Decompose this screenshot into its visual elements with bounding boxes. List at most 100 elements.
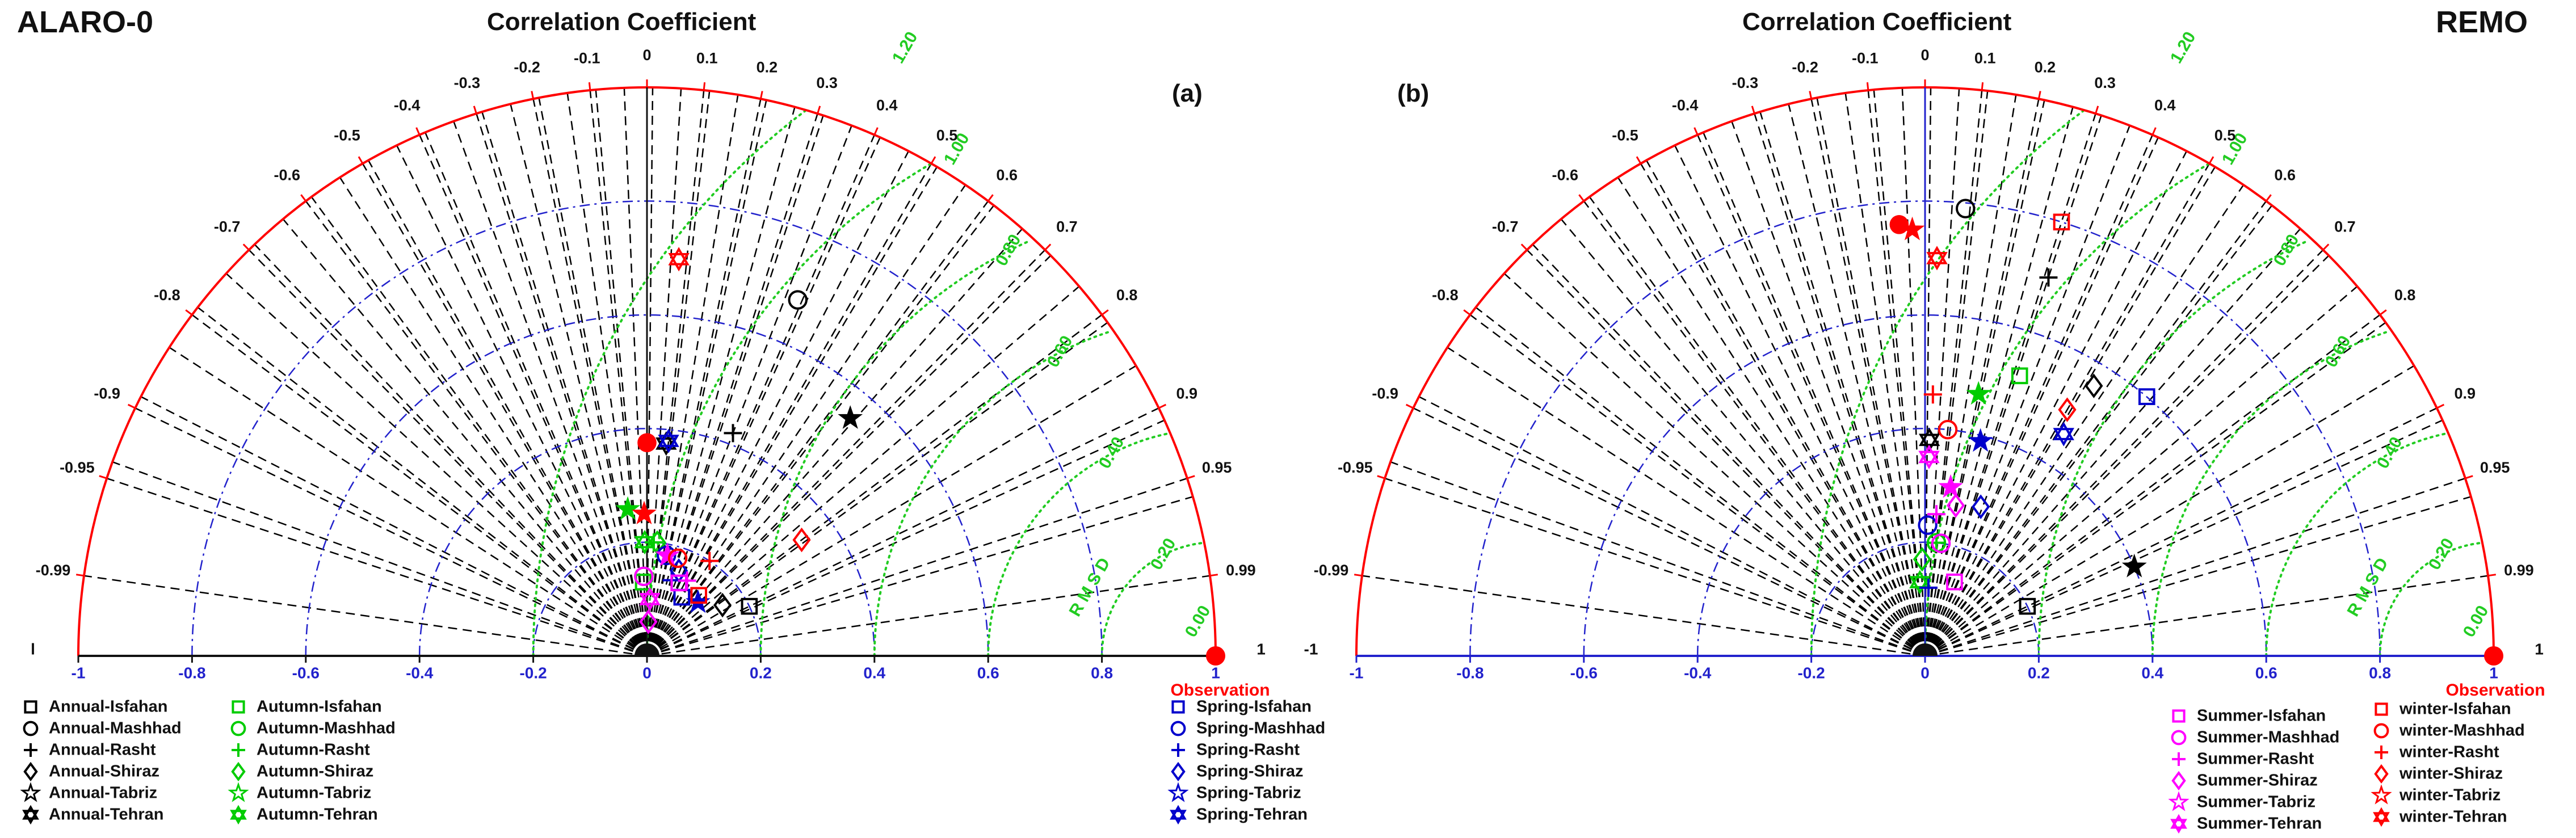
marker-hexagram-up bbox=[1170, 805, 1187, 820]
point-winter-rasht bbox=[700, 551, 719, 570]
corr-tick-label: -0.9 bbox=[94, 385, 120, 402]
marker-plus bbox=[1919, 578, 1938, 597]
corr-tick-label: 0.8 bbox=[1116, 287, 1138, 304]
marker-square bbox=[1946, 573, 1963, 591]
legend-marker bbox=[24, 700, 37, 714]
correlation-spoke bbox=[1924, 365, 2415, 657]
correlation-spoke bbox=[1924, 163, 2211, 656]
point-winter-rasht bbox=[1923, 385, 1942, 404]
corr-tick bbox=[1463, 309, 1471, 315]
corr-tick bbox=[1158, 403, 1167, 409]
corr-tick bbox=[930, 156, 936, 164]
marker-square bbox=[2172, 709, 2186, 723]
marker-circle bbox=[23, 721, 39, 736]
end-label-right: 1 bbox=[2535, 640, 2544, 658]
point-autumn-shiraz bbox=[1913, 546, 1931, 572]
marker-hexagram-up bbox=[634, 530, 655, 549]
x-tick-label: 0.4 bbox=[2141, 664, 2163, 681]
corr-tick-label: -0.1 bbox=[1852, 49, 1879, 66]
legend-label: Annual-Isfahan bbox=[49, 698, 167, 716]
legend-marker bbox=[23, 761, 38, 782]
correlation-spoke bbox=[254, 243, 648, 656]
x-tick-label: 0 bbox=[642, 664, 652, 681]
correlation-spoke bbox=[1844, 92, 1926, 656]
marker-plus bbox=[2172, 752, 2186, 766]
correlation-spoke bbox=[1475, 306, 1926, 656]
x-tick-label: -0.4 bbox=[1684, 664, 1712, 681]
rmsd-label: 1.20 bbox=[2167, 28, 2200, 66]
corr-tick bbox=[300, 194, 306, 202]
corr-tick-label: 0.1 bbox=[696, 49, 718, 66]
corr-tick-label: -0.7 bbox=[1492, 218, 1519, 235]
marker-circle bbox=[1931, 533, 1951, 553]
legend-label: winter-Tehran bbox=[2399, 808, 2507, 826]
legend-label: winter-Isfahan bbox=[2399, 700, 2511, 718]
point-summer-isfahan bbox=[1946, 573, 1963, 591]
marker-hexagram-down bbox=[1918, 433, 1940, 452]
corr-tick bbox=[2379, 309, 2387, 315]
legend-marker bbox=[1167, 782, 1189, 802]
correlation-spoke bbox=[1924, 477, 2466, 657]
marker-square bbox=[1171, 700, 1185, 714]
legend-summer: Summer-Isfahan Summer-Mashhad Summer-Rasht… bbox=[2168, 707, 2339, 834]
corr-tick bbox=[759, 91, 763, 99]
corr-tick-label: 0.9 bbox=[1176, 385, 1198, 402]
legend-label: Spring-Isfahan bbox=[1196, 698, 1312, 716]
corr-tick-label: 0.99 bbox=[1226, 562, 1256, 579]
correlation-spoke bbox=[595, 89, 648, 656]
marker-hexagram-up bbox=[2170, 814, 2187, 829]
legend-label: Annual-Mashhad bbox=[49, 719, 182, 738]
marker-hexagram-up bbox=[1918, 444, 1940, 464]
point-summer-tehran bbox=[639, 587, 661, 612]
correlation-spoke bbox=[191, 314, 648, 656]
legend-pentagram bbox=[2371, 784, 2392, 805]
point-autumn-tabriz bbox=[615, 496, 641, 520]
corr-tick bbox=[1044, 243, 1052, 251]
corr-tick-label: 0.4 bbox=[876, 96, 898, 113]
correlation-spoke bbox=[481, 111, 648, 656]
legend-marker bbox=[2171, 770, 2186, 791]
corr-tick-label: -0.2 bbox=[1792, 58, 1818, 75]
corr-tick bbox=[1866, 82, 1869, 91]
correlation-spoke bbox=[646, 90, 705, 656]
correlation-spoke bbox=[589, 90, 648, 656]
correlation-spoke bbox=[1617, 177, 1926, 656]
marker-diamond bbox=[792, 527, 811, 553]
legend-label: Annual-Tabriz bbox=[49, 784, 157, 802]
correlation-spoke bbox=[1526, 249, 1926, 656]
corr-tick-label: 0.3 bbox=[2094, 74, 2116, 91]
legend-marker bbox=[1171, 700, 1185, 714]
taylor-panel-a: 0.200.400.600.801.001.200.00R M S D-0.99… bbox=[31, 28, 1266, 681]
correlation-spoke bbox=[1447, 347, 1926, 657]
corr-tick bbox=[242, 243, 250, 251]
corr-tick-label: 0.2 bbox=[2035, 58, 2056, 75]
marker-hexagram-down bbox=[1170, 810, 1187, 825]
marker-diamond bbox=[713, 592, 732, 618]
legend-pentagram bbox=[20, 782, 41, 802]
marker-diamond bbox=[231, 761, 246, 782]
legend-label: Spring-Tehran bbox=[1196, 806, 1308, 824]
corr-tick-label: 0.6 bbox=[2274, 167, 2296, 184]
corr-tick bbox=[1578, 194, 1585, 202]
corr-tick-label: 0.4 bbox=[2154, 96, 2176, 113]
marker-square bbox=[2375, 702, 2388, 716]
x-tick-label: 0.6 bbox=[977, 664, 999, 681]
correlation-spoke bbox=[1924, 407, 2438, 657]
marker-plus bbox=[2375, 746, 2388, 759]
correlation-spoke bbox=[646, 150, 910, 656]
legend-marker bbox=[22, 805, 39, 825]
correlation-spoke bbox=[532, 98, 648, 656]
point-winter-shiraz bbox=[2058, 397, 2077, 422]
legend-marker bbox=[2168, 791, 2190, 811]
correlation-spoke bbox=[646, 575, 1211, 657]
point-autumn-isfahan bbox=[2011, 367, 2028, 385]
correlation-spoke bbox=[1924, 88, 1960, 656]
corr-tick-label: 0.3 bbox=[816, 74, 838, 91]
panel-b-title: Correlation Coefficient bbox=[1742, 8, 2012, 36]
marker-circle bbox=[667, 548, 688, 569]
observation-point bbox=[1206, 646, 1225, 666]
corr-tick bbox=[2151, 127, 2157, 136]
marker-hexagram-down bbox=[2053, 428, 2074, 447]
x-tick-label: -0.2 bbox=[519, 664, 547, 681]
